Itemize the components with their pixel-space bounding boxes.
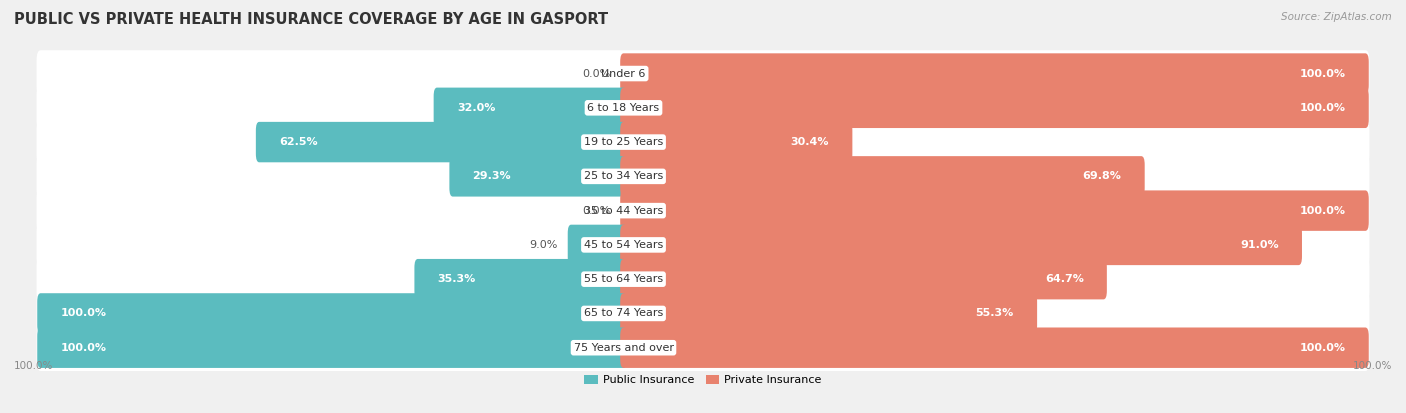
FancyBboxPatch shape (37, 290, 1369, 337)
Text: 69.8%: 69.8% (1083, 171, 1122, 181)
FancyBboxPatch shape (37, 293, 627, 334)
Text: 65 to 74 Years: 65 to 74 Years (583, 309, 664, 318)
Text: 62.5%: 62.5% (278, 137, 318, 147)
FancyBboxPatch shape (620, 328, 1369, 368)
Text: 100.0%: 100.0% (1299, 103, 1346, 113)
Text: 100.0%: 100.0% (60, 309, 107, 318)
FancyBboxPatch shape (37, 256, 1369, 302)
FancyBboxPatch shape (37, 50, 1369, 97)
Text: 91.0%: 91.0% (1240, 240, 1279, 250)
Text: 30.4%: 30.4% (790, 137, 830, 147)
FancyBboxPatch shape (620, 122, 852, 162)
FancyBboxPatch shape (415, 259, 627, 299)
FancyBboxPatch shape (256, 122, 627, 162)
FancyBboxPatch shape (37, 153, 1369, 199)
Text: 35.3%: 35.3% (437, 274, 475, 284)
FancyBboxPatch shape (37, 85, 1369, 131)
FancyBboxPatch shape (620, 259, 1107, 299)
Text: 29.3%: 29.3% (472, 171, 512, 181)
Text: 19 to 25 Years: 19 to 25 Years (583, 137, 664, 147)
Text: 55 to 64 Years: 55 to 64 Years (583, 274, 664, 284)
FancyBboxPatch shape (37, 188, 1369, 234)
FancyBboxPatch shape (37, 222, 1369, 268)
Text: 75 Years and over: 75 Years and over (574, 343, 673, 353)
Legend: Public Insurance, Private Insurance: Public Insurance, Private Insurance (581, 372, 825, 389)
Text: 100.0%: 100.0% (14, 361, 53, 371)
FancyBboxPatch shape (620, 53, 1369, 94)
Text: 45 to 54 Years: 45 to 54 Years (583, 240, 664, 250)
FancyBboxPatch shape (620, 190, 1369, 231)
FancyBboxPatch shape (620, 225, 1302, 265)
Text: Source: ZipAtlas.com: Source: ZipAtlas.com (1281, 12, 1392, 22)
Text: PUBLIC VS PRIVATE HEALTH INSURANCE COVERAGE BY AGE IN GASPORT: PUBLIC VS PRIVATE HEALTH INSURANCE COVER… (14, 12, 609, 27)
Text: 55.3%: 55.3% (976, 309, 1014, 318)
Text: 100.0%: 100.0% (1353, 361, 1392, 371)
FancyBboxPatch shape (433, 88, 627, 128)
Text: 64.7%: 64.7% (1045, 274, 1084, 284)
Text: 100.0%: 100.0% (1299, 69, 1346, 78)
Text: 0.0%: 0.0% (582, 69, 610, 78)
Text: 6 to 18 Years: 6 to 18 Years (588, 103, 659, 113)
FancyBboxPatch shape (620, 293, 1038, 334)
FancyBboxPatch shape (620, 88, 1369, 128)
Text: 35 to 44 Years: 35 to 44 Years (583, 206, 664, 216)
Text: 32.0%: 32.0% (457, 103, 495, 113)
FancyBboxPatch shape (37, 119, 1369, 165)
FancyBboxPatch shape (450, 156, 627, 197)
FancyBboxPatch shape (37, 328, 627, 368)
Text: 100.0%: 100.0% (1299, 206, 1346, 216)
Text: 0.0%: 0.0% (582, 206, 610, 216)
FancyBboxPatch shape (568, 225, 627, 265)
Text: 100.0%: 100.0% (60, 343, 107, 353)
Text: 25 to 34 Years: 25 to 34 Years (583, 171, 664, 181)
Text: 100.0%: 100.0% (1299, 343, 1346, 353)
FancyBboxPatch shape (620, 156, 1144, 197)
Text: 9.0%: 9.0% (530, 240, 558, 250)
FancyBboxPatch shape (37, 324, 1369, 371)
Text: Under 6: Under 6 (602, 69, 645, 78)
